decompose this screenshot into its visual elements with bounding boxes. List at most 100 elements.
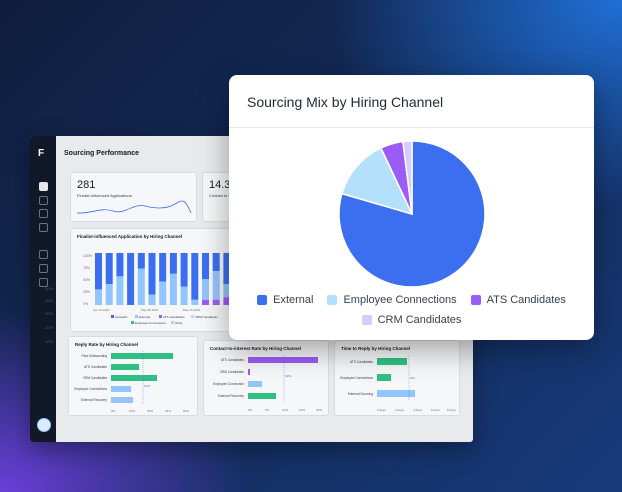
legend-label: Other: [175, 321, 183, 325]
x-tick: 4 days: [413, 408, 422, 412]
rail-calendar-icon[interactable]: [39, 196, 48, 205]
kpi-value: 281: [77, 179, 96, 191]
pie-slice-crm-candidates[interactable]: [402, 140, 413, 215]
time-to-reply-card: Time to Reply by Hiring Channel ATS Cand…: [334, 340, 460, 416]
y-tick: 25%: [83, 290, 90, 294]
bar: [377, 390, 415, 397]
x-tick: Apr 15 2024: [93, 308, 110, 312]
legend-swatch: [361, 315, 372, 325]
category-label: Past Outbounding: [81, 354, 107, 358]
x-tick: 15%: [299, 408, 305, 412]
kpi-label: Contact to I...: [209, 193, 233, 198]
stacked-bar-segment: [159, 253, 167, 282]
app-logo: F: [38, 148, 45, 159]
sourcing-mix-modal: Sourcing Mix by Hiring Channel External …: [229, 75, 594, 340]
bar: [111, 397, 133, 403]
stacked-bar-segment: [212, 271, 220, 300]
legend-label: CRM Candidates: [377, 314, 462, 326]
bar: [248, 381, 262, 387]
legend-item[interactable]: CRM Candidates: [361, 314, 462, 326]
stacked-bar-segment: [202, 299, 209, 305]
bar: [248, 393, 276, 399]
stacked-bar-segment: [223, 253, 231, 285]
side-rail: F 50% 40% 30% 20% 10%: [30, 136, 56, 442]
category-label: ATS Candidates: [221, 358, 244, 362]
category-label: CRM Candidates: [83, 376, 108, 380]
dashboard-main: Sourcing Performance 281 Finalist-influe…: [56, 136, 473, 442]
category-label: ATS Candidates: [350, 360, 373, 364]
stacked-bar-segment: [148, 253, 156, 295]
rail-share-icon[interactable]: [39, 223, 48, 232]
rail-user-icon[interactable]: [39, 182, 48, 191]
legend-label: ATS Candidates: [163, 315, 185, 319]
rail-label: 10%: [45, 339, 54, 344]
stacked-bar-segment: [116, 276, 124, 305]
y-tick: 50%: [83, 278, 90, 282]
y-tick: 0%: [83, 302, 88, 306]
x-tick: 8 days: [447, 408, 456, 412]
x-tick: 6 days: [431, 408, 440, 412]
x-tick: 15%: [129, 409, 135, 413]
x-tick: 5%: [265, 408, 270, 412]
reply-rate-card: Reply Rate by Hiring Channel Past Outbou…: [68, 336, 198, 416]
average-label: 16%: [144, 384, 150, 388]
bar: [111, 364, 139, 370]
bar: [111, 375, 157, 381]
legend-label: ATS Candidates: [486, 294, 566, 306]
stacked-bar-segment: [95, 253, 102, 290]
kpi-sparkline: [76, 200, 192, 214]
pie-slice-employee-connections[interactable]: [340, 146, 414, 216]
stacked-bar-segment: [159, 281, 167, 305]
contact-rate-chart: ATS Candidates CRM Candidates Employee C…: [213, 355, 322, 412]
rail-label: 50%: [45, 286, 54, 291]
rail-label: 40%: [45, 298, 54, 303]
rail-label: 30%: [45, 311, 54, 316]
kpi-card[interactable]: 281 Finalist-influenced Applications: [70, 172, 197, 222]
x-tick: May 06 2024: [141, 308, 159, 312]
stacked-bar-card: Finalist-influenced Application by Hirin…: [70, 228, 254, 332]
stacked-bar-segment: [191, 253, 199, 300]
legend-swatch: [470, 295, 481, 305]
rail-label: 20%: [45, 325, 54, 330]
category-label: Employee Connections: [74, 387, 107, 391]
card-title: Reply Rate by Hiring Channel: [75, 342, 139, 347]
legend-label: Employee Connections: [343, 294, 457, 306]
stacked-bar-segment: [137, 253, 145, 269]
average-label: 10%: [285, 374, 291, 378]
bar: [377, 374, 391, 381]
pie-legend: External Employee Connections ATS Candid…: [229, 294, 594, 334]
card-title: Time to Reply by Hiring Channel: [341, 346, 411, 351]
rail-help-icon[interactable]: [39, 278, 48, 287]
category-label: External Recovery: [218, 394, 244, 398]
category-label: External Recovery: [81, 398, 107, 402]
category-label: CRM Candidates: [220, 370, 245, 374]
time-to-reply-chart: ATS Candidates Employee Connections Exte…: [340, 355, 456, 412]
stacked-bar-segment: [212, 253, 220, 272]
legend-item[interactable]: Employee Connections: [327, 294, 457, 306]
avatar[interactable]: [37, 418, 51, 432]
bar: [111, 386, 131, 392]
x-tick: 0 days: [377, 408, 386, 412]
x-tick: 30%: [147, 409, 153, 413]
legend-item[interactable]: ATS Candidates: [470, 294, 566, 306]
category-label: Employee Connection: [213, 382, 244, 386]
stacked-bar-segment: [202, 279, 209, 300]
rail-compass-icon[interactable]: [39, 264, 48, 273]
x-tick: 45%: [165, 409, 171, 413]
bar: [248, 369, 250, 375]
pie-slice-external[interactable]: [338, 140, 486, 288]
stacked-bar-segment: [105, 253, 113, 285]
reply-rate-chart: Past Outbounding ATS Candidates CRM Cand…: [74, 351, 189, 413]
stacked-bar-segment: [127, 253, 135, 305]
legend-item[interactable]: External: [257, 294, 313, 306]
legend-swatch: [327, 295, 338, 305]
category-label: ATS Candidates: [84, 365, 107, 369]
rail-settings-icon[interactable]: [39, 250, 48, 259]
stacked-bar-segment: [223, 297, 231, 305]
x-tick: 2 days: [395, 408, 404, 412]
rail-circle-icon[interactable]: [39, 209, 48, 218]
x-tick: 60%: [183, 409, 189, 413]
legend-label: External: [139, 315, 150, 319]
x-tick: May 20 2024: [183, 308, 201, 312]
average-label: N/A: [410, 376, 415, 380]
